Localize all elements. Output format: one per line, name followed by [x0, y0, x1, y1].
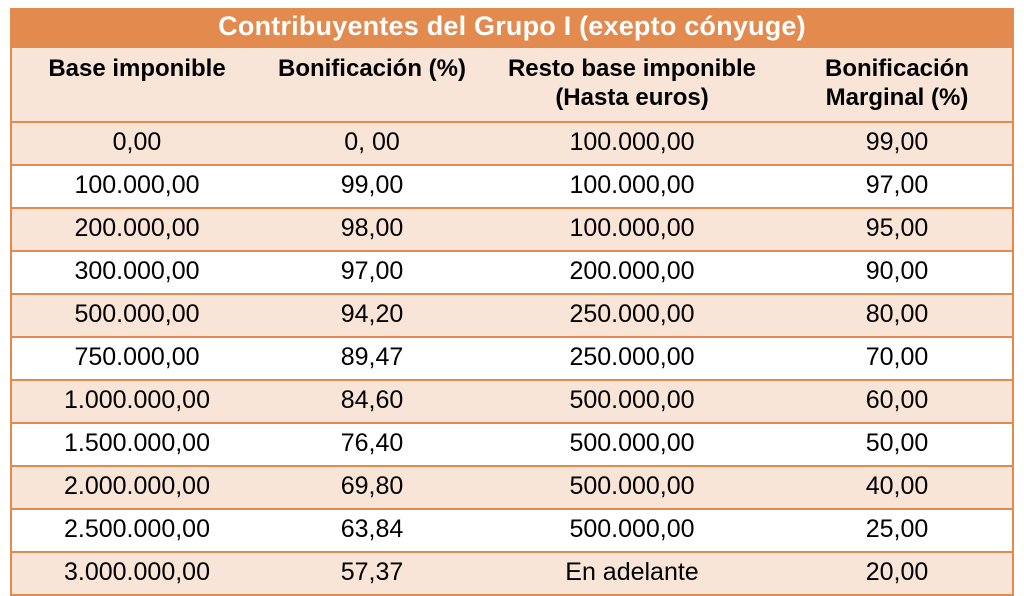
cell-marginal: 99,00 [782, 122, 1012, 165]
col-header-base: Base imponible [12, 48, 262, 122]
table-body: 0,000, 00100.000,0099,00100.000,0099,001… [12, 122, 1012, 594]
cell-marginal: 20,00 [782, 552, 1012, 594]
cell-resto: 500.000,00 [482, 380, 782, 423]
cell-resto: 100.000,00 [482, 165, 782, 208]
cell-base: 2.500.000,00 [12, 509, 262, 552]
cell-bonificacion: 76,40 [262, 423, 482, 466]
cell-marginal: 90,00 [782, 251, 1012, 294]
cell-bonificacion: 84,60 [262, 380, 482, 423]
table-row: 3.000.000,0057,37En adelante20,00 [12, 552, 1012, 594]
cell-base: 3.000.000,00 [12, 552, 262, 594]
cell-base: 2.000.000,00 [12, 466, 262, 509]
cell-bonificacion: 94,20 [262, 294, 482, 337]
table-row: 100.000,0099,00100.000,0097,00 [12, 165, 1012, 208]
cell-bonificacion: 97,00 [262, 251, 482, 294]
table-row: 1.000.000,0084,60500.000,0060,00 [12, 380, 1012, 423]
table-row: 0,000, 00100.000,0099,00 [12, 122, 1012, 165]
cell-resto: 500.000,00 [482, 509, 782, 552]
cell-resto: En adelante [482, 552, 782, 594]
cell-resto: 500.000,00 [482, 423, 782, 466]
table-row: 200.000,0098,00100.000,0095,00 [12, 208, 1012, 251]
table-row: 750.000,0089,47250.000,0070,00 [12, 337, 1012, 380]
cell-resto: 100.000,00 [482, 122, 782, 165]
cell-bonificacion: 0, 00 [262, 122, 482, 165]
cell-marginal: 40,00 [782, 466, 1012, 509]
cell-bonificacion: 99,00 [262, 165, 482, 208]
cell-bonificacion: 63,84 [262, 509, 482, 552]
cell-marginal: 60,00 [782, 380, 1012, 423]
cell-resto: 100.000,00 [482, 208, 782, 251]
table-row: 2.000.000,0069,80500.000,0040,00 [12, 466, 1012, 509]
table-row: 500.000,0094,20250.000,0080,00 [12, 294, 1012, 337]
cell-bonificacion: 89,47 [262, 337, 482, 380]
cell-marginal: 50,00 [782, 423, 1012, 466]
cell-base: 1.500.000,00 [12, 423, 262, 466]
cell-base: 1.000.000,00 [12, 380, 262, 423]
tax-table: Base imponible Bonificación (%) Resto ba… [12, 48, 1012, 594]
cell-bonificacion: 69,80 [262, 466, 482, 509]
cell-base: 500.000,00 [12, 294, 262, 337]
table-row: 1.500.000,0076,40500.000,0050,00 [12, 423, 1012, 466]
tax-table-container: Contribuyentes del Grupo I (exepto cónyu… [10, 8, 1014, 596]
table-row: 2.500.000,0063,84500.000,0025,00 [12, 509, 1012, 552]
cell-bonificacion: 57,37 [262, 552, 482, 594]
cell-marginal: 95,00 [782, 208, 1012, 251]
cell-resto: 250.000,00 [482, 337, 782, 380]
col-header-marginal: Bonificación Marginal (%) [782, 48, 1012, 122]
table-title: Contribuyentes del Grupo I (exepto cónyu… [12, 8, 1012, 48]
cell-base: 300.000,00 [12, 251, 262, 294]
cell-base: 0,00 [12, 122, 262, 165]
cell-resto: 250.000,00 [482, 294, 782, 337]
cell-marginal: 25,00 [782, 509, 1012, 552]
col-header-bonificacion: Bonificación (%) [262, 48, 482, 122]
cell-base: 100.000,00 [12, 165, 262, 208]
table-row: 300.000,0097,00200.000,0090,00 [12, 251, 1012, 294]
cell-bonificacion: 98,00 [262, 208, 482, 251]
cell-marginal: 80,00 [782, 294, 1012, 337]
cell-resto: 200.000,00 [482, 251, 782, 294]
table-header-row: Base imponible Bonificación (%) Resto ba… [12, 48, 1012, 122]
cell-base: 200.000,00 [12, 208, 262, 251]
cell-resto: 500.000,00 [482, 466, 782, 509]
cell-base: 750.000,00 [12, 337, 262, 380]
cell-marginal: 97,00 [782, 165, 1012, 208]
col-header-resto: Resto base imponible (Hasta euros) [482, 48, 782, 122]
cell-marginal: 70,00 [782, 337, 1012, 380]
